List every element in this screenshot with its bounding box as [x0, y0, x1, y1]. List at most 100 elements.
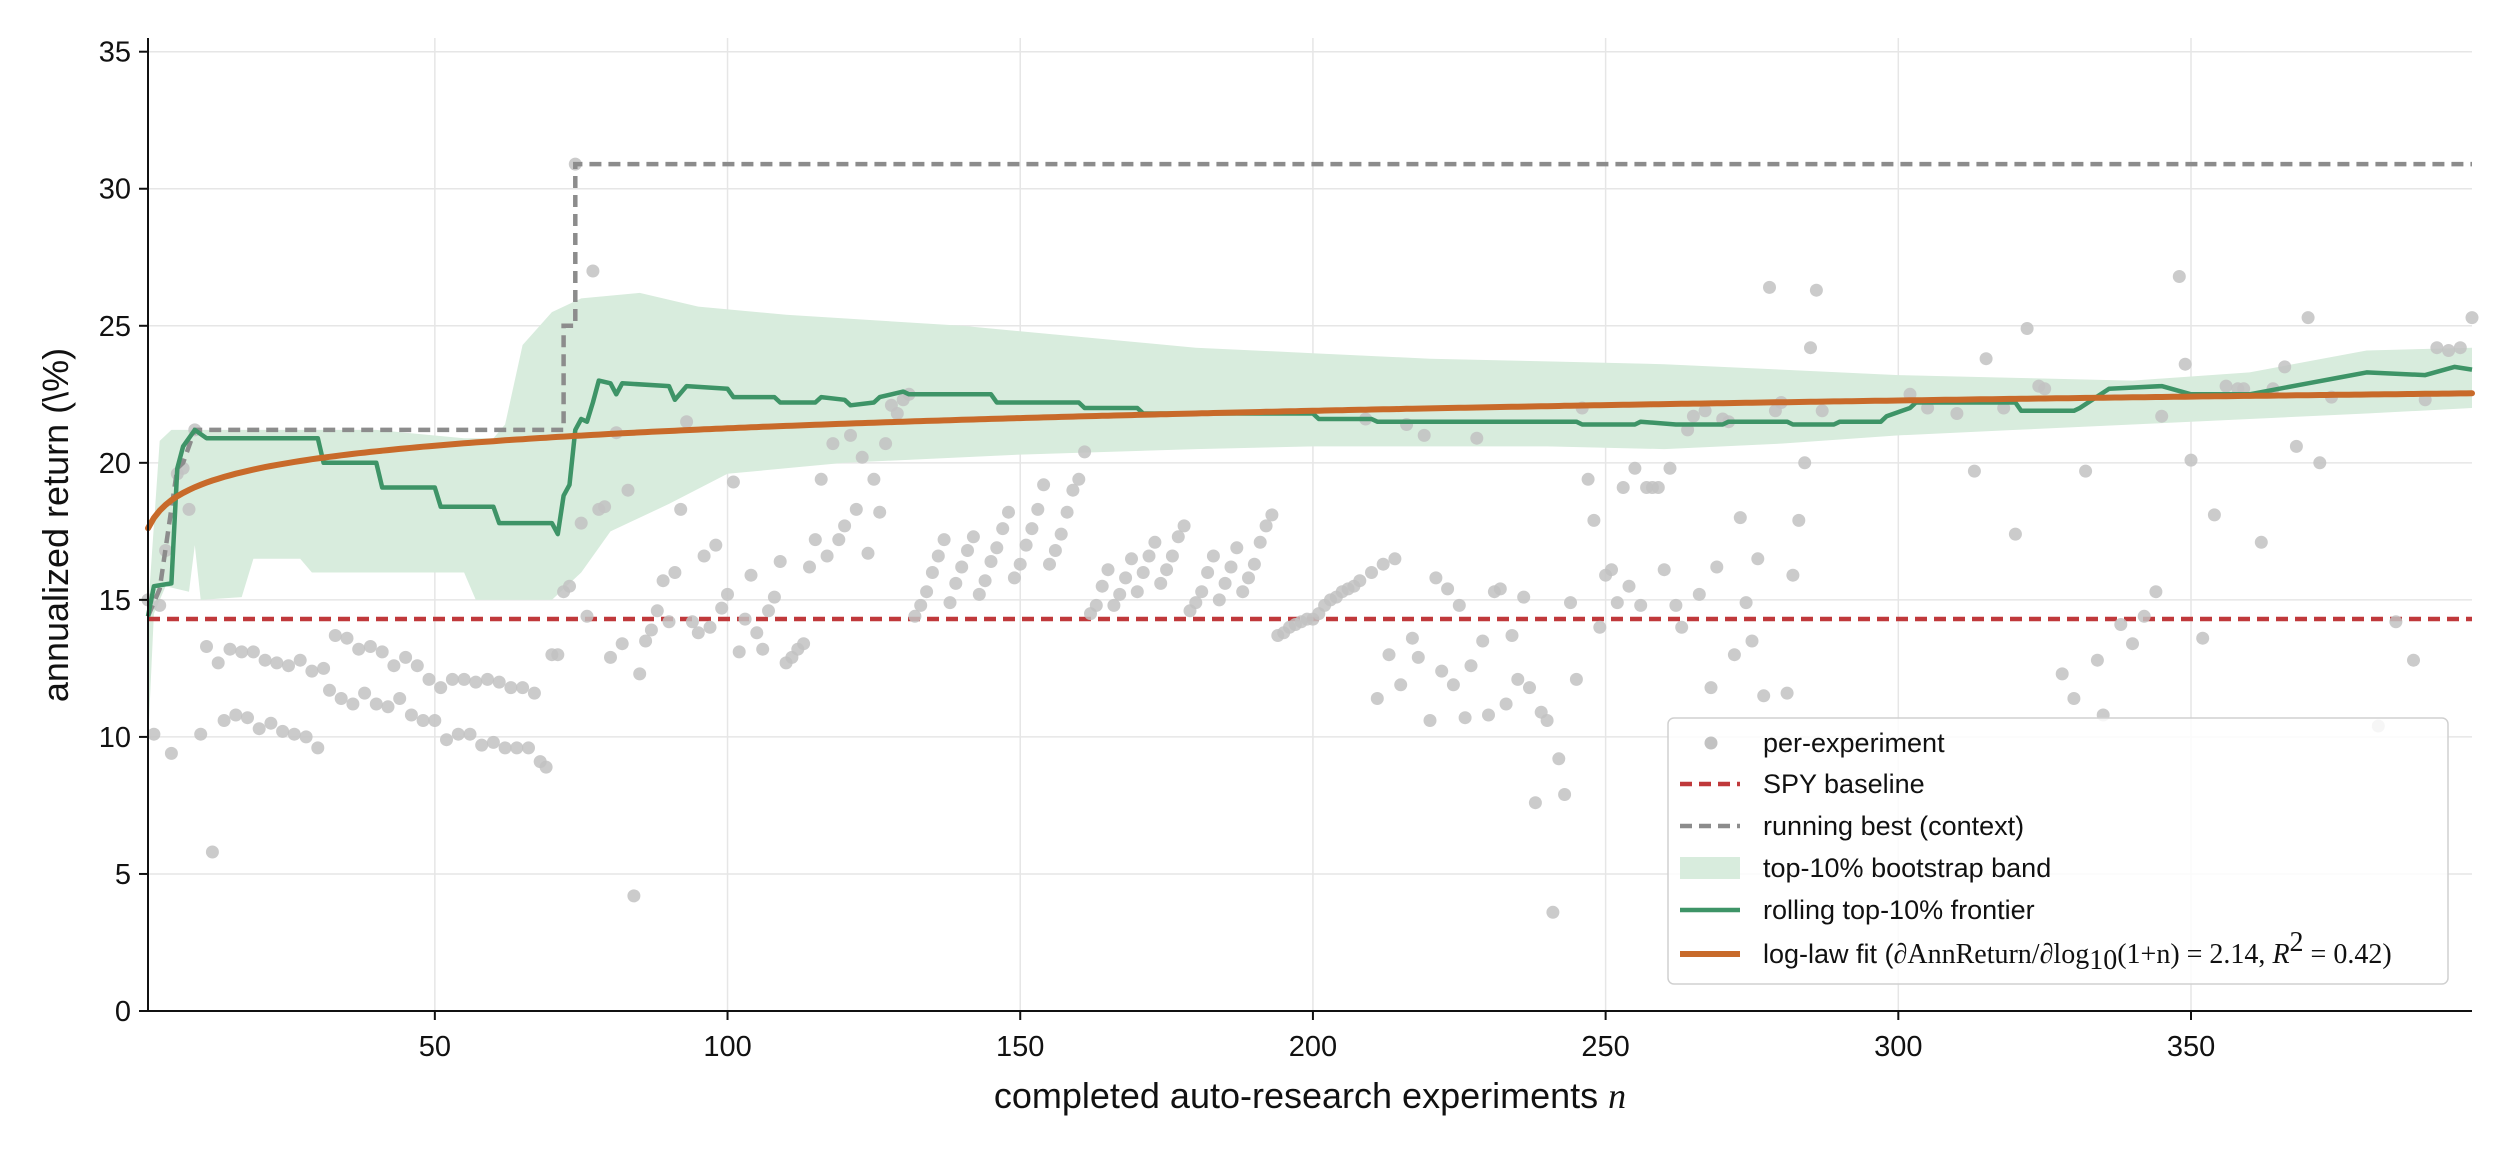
y-tick-label-35: 35	[99, 37, 131, 69]
scatter-point-324	[2407, 653, 2420, 667]
scatter-point-260	[1663, 461, 1677, 475]
scatter-point-318	[2289, 439, 2303, 453]
scatter-point-253	[1622, 579, 1636, 593]
scatter-point-267	[1704, 681, 1718, 695]
scatter-point-251	[1610, 596, 1624, 610]
scatter-point-2	[153, 598, 167, 612]
scatter-point-87	[650, 604, 664, 618]
scatter-point-243	[1564, 596, 1577, 610]
scatter-point-280	[1780, 686, 1794, 700]
scatter-point-291	[1979, 352, 1993, 366]
scatter-point-112	[797, 637, 811, 651]
scatter-point-275	[1751, 552, 1765, 566]
scatter-point-231	[1493, 582, 1507, 596]
y-axis-label: annualized return (\%)	[35, 348, 76, 702]
scatter-point-160	[1078, 445, 1092, 459]
scatter-point-156	[1054, 527, 1068, 541]
scatter-point-145	[990, 541, 1004, 555]
scatter-point-98	[715, 601, 729, 615]
scatter-point-25	[287, 727, 301, 741]
scatter-point-323	[2389, 615, 2403, 629]
scatter-point-248	[1593, 620, 1607, 634]
fit-label-formula2: (1+n) = 2.14,	[2117, 939, 2272, 970]
scatter-point-29	[311, 741, 325, 755]
scatter-point-319	[2301, 311, 2315, 325]
scatter-point-219	[1423, 714, 1437, 727]
scatter-point-147	[1002, 505, 1015, 519]
scatter-point-54	[457, 672, 471, 686]
x-tick-label-100: 100	[703, 1031, 751, 1063]
x-axis-label: completed auto-research experiments n	[994, 1075, 1626, 1116]
scatter-point-228	[1476, 634, 1490, 648]
scatter-point-115	[814, 472, 828, 486]
scatter-point-62	[504, 681, 518, 695]
bootstrap-band	[148, 292, 2472, 743]
scatter-point-169	[1130, 585, 1144, 599]
scatter-point-30	[317, 661, 331, 675]
scatter-point-304	[2137, 609, 2151, 623]
legend-swatch-band	[1680, 857, 1740, 879]
scatter-point-46	[410, 659, 424, 673]
scatter-point-131	[908, 609, 922, 623]
scatter-point-27	[299, 730, 313, 744]
scatter-point-300	[2090, 653, 2104, 667]
scatter-point-104	[750, 626, 764, 640]
scatter-point-244	[1569, 672, 1583, 686]
scatter-point-107	[767, 590, 781, 604]
legend-label-frontier: rolling top-10% frontier	[1763, 895, 2035, 925]
scatter-point-137	[943, 596, 957, 610]
scatter-point-24	[282, 659, 295, 673]
scatter-point-117	[826, 437, 840, 451]
scatter-point-76	[586, 264, 600, 278]
scatter-point-149	[1013, 557, 1027, 571]
scatter-point-59	[486, 735, 500, 749]
scatter-point-159	[1072, 472, 1086, 486]
scatter-point-309	[2184, 453, 2198, 467]
scatter-point-78	[598, 500, 612, 514]
scatter-point-50	[434, 681, 448, 695]
scatter-point-114	[808, 533, 822, 547]
scatter-point-264	[1686, 409, 1700, 423]
scatter-point-289	[1950, 407, 1964, 420]
scatter-point-9	[194, 727, 208, 741]
scatter-point-282	[1792, 513, 1806, 527]
scatter-point-183	[1212, 593, 1226, 607]
scatter-point-290	[1967, 464, 1981, 478]
scatter-point-102	[738, 612, 752, 626]
scatter-point-259	[1657, 563, 1671, 577]
scatter-point-294	[2020, 322, 2034, 335]
scatter-point-123	[861, 546, 875, 560]
scatter-point-306	[2155, 409, 2169, 423]
scatter-point-153	[1037, 478, 1051, 492]
scatter-point-119	[838, 519, 852, 533]
scatter-point-53	[451, 727, 465, 741]
scatter-point-284	[1804, 341, 1817, 355]
scatter-point-34	[340, 631, 354, 645]
y-tick-label-10: 10	[99, 722, 131, 754]
scatter-point-170	[1136, 566, 1150, 579]
scatter-point-90	[668, 566, 682, 579]
fit-label-suffix: = 0.42)	[2304, 939, 2392, 970]
scatter-point-150	[1019, 538, 1033, 552]
scatter-point-133	[920, 585, 934, 599]
scatter-point-308	[2178, 357, 2192, 371]
scatter-point-75	[580, 609, 594, 623]
running-best-layer	[145, 161, 2472, 618]
x-tick-label-250: 250	[1581, 1031, 1629, 1063]
scatter-point-70	[551, 648, 565, 662]
scatter-point-39	[369, 697, 383, 711]
frontier-layer	[145, 364, 2473, 617]
scatter-point-213	[1388, 552, 1402, 566]
scatter-point-4	[164, 746, 178, 760]
scatter-point-163	[1095, 579, 1109, 593]
scatter-point-185	[1224, 560, 1238, 574]
scatter-point-125	[873, 505, 887, 519]
scatter-point-250	[1605, 563, 1618, 577]
scatter-point-15	[229, 708, 243, 722]
scatter-point-106	[762, 604, 775, 618]
scatter-point-164	[1101, 563, 1115, 577]
scatter-point-17	[241, 711, 254, 725]
scatter-point-299	[2079, 464, 2093, 478]
legend-frame	[1667, 717, 2449, 985]
scatter-point-303	[2126, 637, 2139, 651]
